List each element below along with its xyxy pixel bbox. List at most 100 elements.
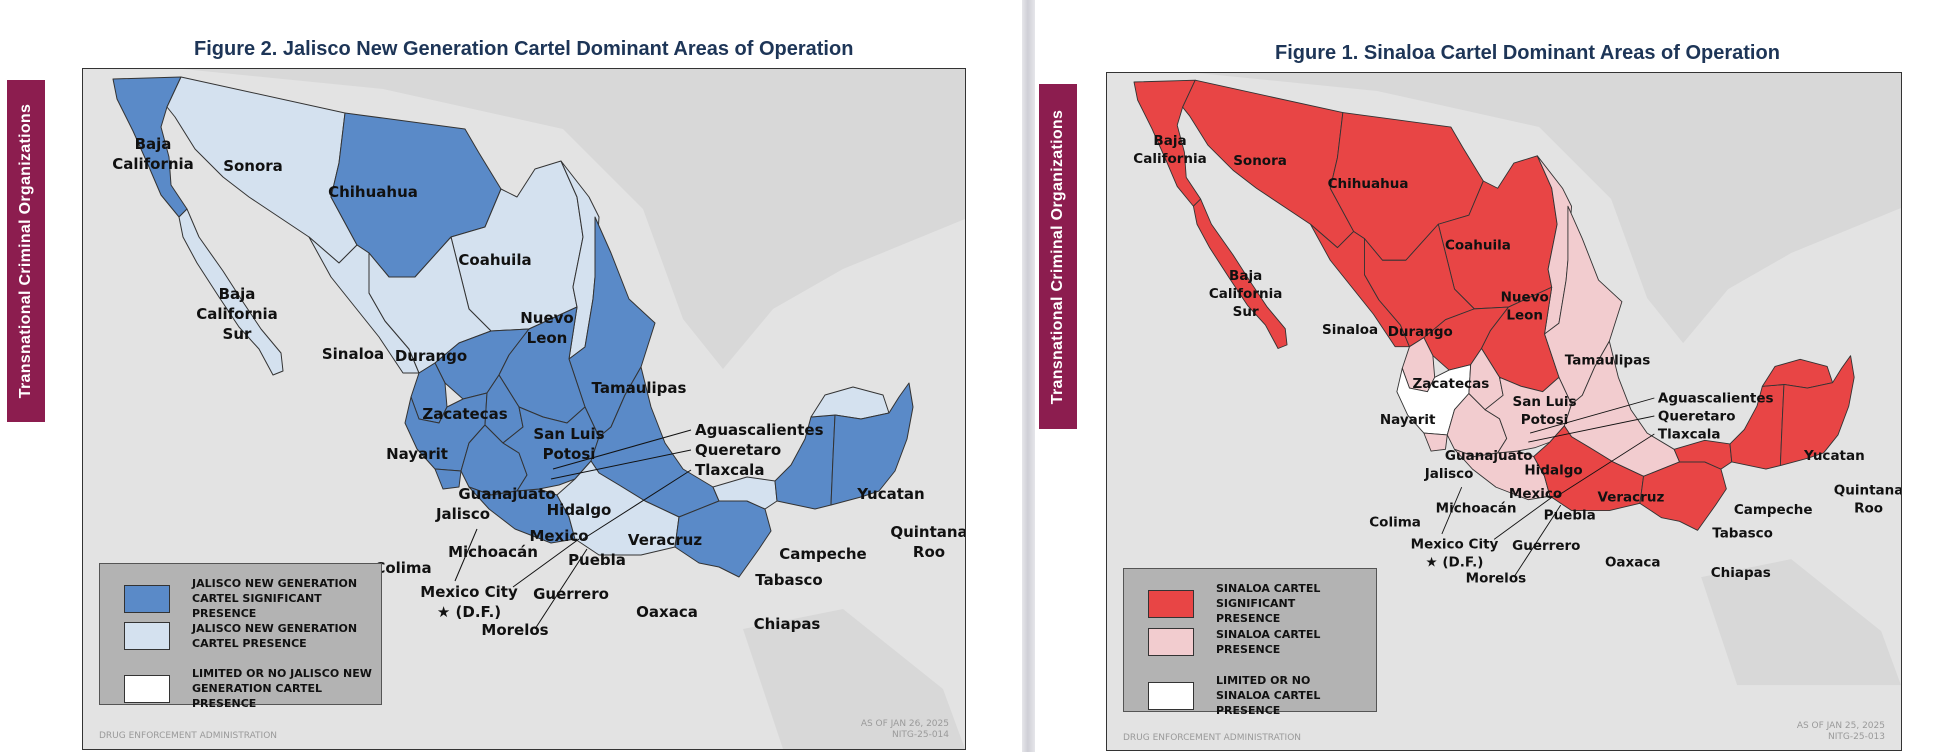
legend-item-limited: LIMITED OR NO JALISCO NEW GENERATION CAR… (124, 666, 382, 711)
state-label-colima: Colima (374, 559, 431, 577)
state-label-queretaro: Queretaro (695, 441, 781, 459)
state-region-chis (674, 500, 772, 578)
side-tab: Transnational Criminal Organizations (7, 80, 45, 422)
state-label-campeche: Campeche (1734, 502, 1813, 518)
state-label-chiapas: Chiapas (754, 615, 821, 633)
leader-line (1556, 433, 1655, 497)
state-label-morelos: Morelos (1466, 571, 1526, 587)
state-label-coahuila: Coahuila (458, 251, 531, 269)
state-label-aguascalientes: Aguascalientes (695, 421, 824, 439)
neighboring-land (1107, 73, 1901, 686)
state-label-oaxaca: Oaxaca (636, 603, 698, 621)
state-label-puebla: Puebla (1544, 508, 1596, 524)
legend-item-presence: JALISCO NEW GENERATION CARTEL PRESENCE (124, 621, 382, 651)
neighboring-land (83, 69, 965, 749)
leader-line (534, 548, 588, 630)
leader-line (1513, 504, 1562, 578)
legend-label: SINALOA CARTEL SIGNIFICANT PRESENCE (1216, 582, 1321, 625)
footer-code: NITG-25-013 (1828, 732, 1885, 742)
footer-date: AS OF JAN 25, 2025 (1796, 721, 1885, 731)
state-label-yucatan: Yucatan (1803, 448, 1865, 464)
leader-line (550, 449, 692, 480)
state-label-mexico: Mexico (1509, 486, 1562, 502)
state-label-aguascalientes: Aguascalientes (1658, 390, 1774, 406)
legend-label: JALISCO NEW GENERATION CARTEL SIGNIFICAN… (192, 577, 358, 620)
footer-agency: DRUG ENFORCEMENT ADMINISTRATION (99, 731, 278, 741)
state-label-chihuahua: Chihuahua (328, 183, 418, 201)
state-label-veracruz: Veracruz (628, 531, 702, 549)
state-label-mexico-city: Mexico City ★ (D.F.) (1411, 536, 1499, 570)
legend-label: LIMITED OR NO SINALOA CARTEL PRESENCE (1216, 674, 1321, 717)
figure-2-legend: JALISCO NEW GENERATION CARTEL SIGNIFICAN… (99, 563, 382, 710)
state-region-bcs (178, 208, 284, 376)
state-label-baja-california-sur: Baja California Sur (1209, 268, 1282, 320)
state-label-tabasco: Tabasco (755, 571, 822, 589)
state-label-hidalgo: Hidalgo (1524, 463, 1582, 479)
state-label-colima: Colima (1369, 515, 1421, 531)
state-region-center (502, 406, 600, 492)
state-label-michoacan: Michoacán (448, 543, 538, 561)
side-tab: Transnational Criminal Organizations (1039, 84, 1077, 429)
footer-date-code: AS OF JAN 25, 2025 NITG-25-013 (1797, 721, 1885, 743)
legend-swatch-significant (124, 584, 170, 613)
state-label-mexico-city: Mexico City ★ (D.F.) (420, 583, 518, 621)
leader-line (1528, 415, 1655, 443)
state-label-hidalgo: Hidalgo (547, 501, 612, 519)
figure-1-map: Baja California Sonora Chihuahua Coahuila Baj… (1106, 72, 1902, 751)
state-label-yucatan: Yucatan (856, 485, 924, 503)
state-label-nuevo-leon: Nuevo Leon (1501, 290, 1549, 324)
state-label-san-luis-potosi: San Luis Potosi (1512, 394, 1576, 428)
legend-item-presence: SINALOA CARTEL PRESENCE (1148, 627, 1346, 657)
state-region-bcs (1192, 198, 1288, 349)
figure-1-legend: SINALOA CARTEL SIGNIFICANT PRESENCE SINA… (1123, 568, 1377, 717)
figure-2-map: Baja California Sonora Chihuahua Coahuila Baj… (82, 68, 966, 750)
state-region-qroo (830, 382, 914, 506)
state-label-jalisco: Jalisco (1424, 466, 1474, 482)
leader-line (454, 528, 478, 582)
leader-line (1493, 495, 1554, 540)
page-gutter (1022, 0, 1035, 752)
leader-line (582, 469, 692, 540)
legend-swatch-presence (124, 622, 170, 650)
state-label-campeche: Campeche (779, 545, 866, 563)
page-figure-1: Figure 1. Sinaloa Cartel Dominant Areas … (1035, 0, 1956, 752)
legend-swatch-presence (1148, 628, 1194, 656)
state-region-yuc (1761, 358, 1834, 389)
state-label-coahuila: Coahuila (1445, 237, 1511, 253)
legend-swatch-limited (124, 674, 170, 703)
state-label-san-luis-potosi: San Luis Potosi (533, 425, 604, 463)
state-label-sonora: Sonora (223, 157, 283, 175)
leader-line (1529, 397, 1655, 434)
state-label-tlaxcala: Tlaxcala (1658, 427, 1721, 443)
page-figure-2: Figure 2. Jalisco New Generation Cartel … (7, 38, 966, 750)
state-label-quintana-roo: Quintana Roo (890, 523, 965, 561)
state-label-oaxaca: Oaxaca (1605, 554, 1661, 570)
state-label-chihuahua: Chihuahua (1328, 176, 1409, 192)
state-label-baja-california: Baja California (112, 135, 194, 173)
legend-item-limited: LIMITED OR NO SINALOA CARTEL PRESENCE (1148, 673, 1356, 718)
leader-line (512, 538, 580, 588)
state-label-baja-california: Baja California (1133, 133, 1206, 167)
state-label-baja-california-sur: Baja California Sur (196, 285, 278, 343)
state-region-qroo (1779, 355, 1855, 466)
legend-label: SINALOA CARTEL PRESENCE (1216, 628, 1321, 656)
state-region-col (1423, 432, 1448, 452)
state-label-sonora: Sonora (1233, 153, 1287, 169)
state-label-morelos: Morelos (481, 621, 548, 639)
state-region-chis (1639, 461, 1727, 531)
state-label-chiapas: Chiapas (1711, 565, 1771, 581)
state-label-sinaloa: Sinaloa (1322, 322, 1378, 338)
state-label-zacatecas: Zacatecas (422, 405, 507, 423)
state-label-nayarit: Nayarit (1380, 412, 1436, 428)
legend-item-significant: SINALOA CARTEL SIGNIFICANT PRESENCE (1148, 581, 1346, 626)
state-label-tamaulipas: Tamaulipas (1565, 353, 1650, 369)
legend-swatch-limited (1148, 681, 1194, 710)
legend-label: LIMITED OR NO JALISCO NEW GENERATION CAR… (192, 667, 372, 710)
state-label-durango: Durango (395, 347, 467, 365)
footer-date: AS OF JAN 26, 2025 (860, 719, 949, 729)
state-region-center (1484, 376, 1572, 454)
figure-1-title: Figure 1. Sinaloa Cartel Dominant Areas … (1275, 42, 1780, 64)
state-region-tab (1673, 439, 1733, 470)
state-label-nuevo-leon: Nuevo Leon (520, 309, 574, 347)
state-label-durango: Durango (1388, 324, 1453, 340)
